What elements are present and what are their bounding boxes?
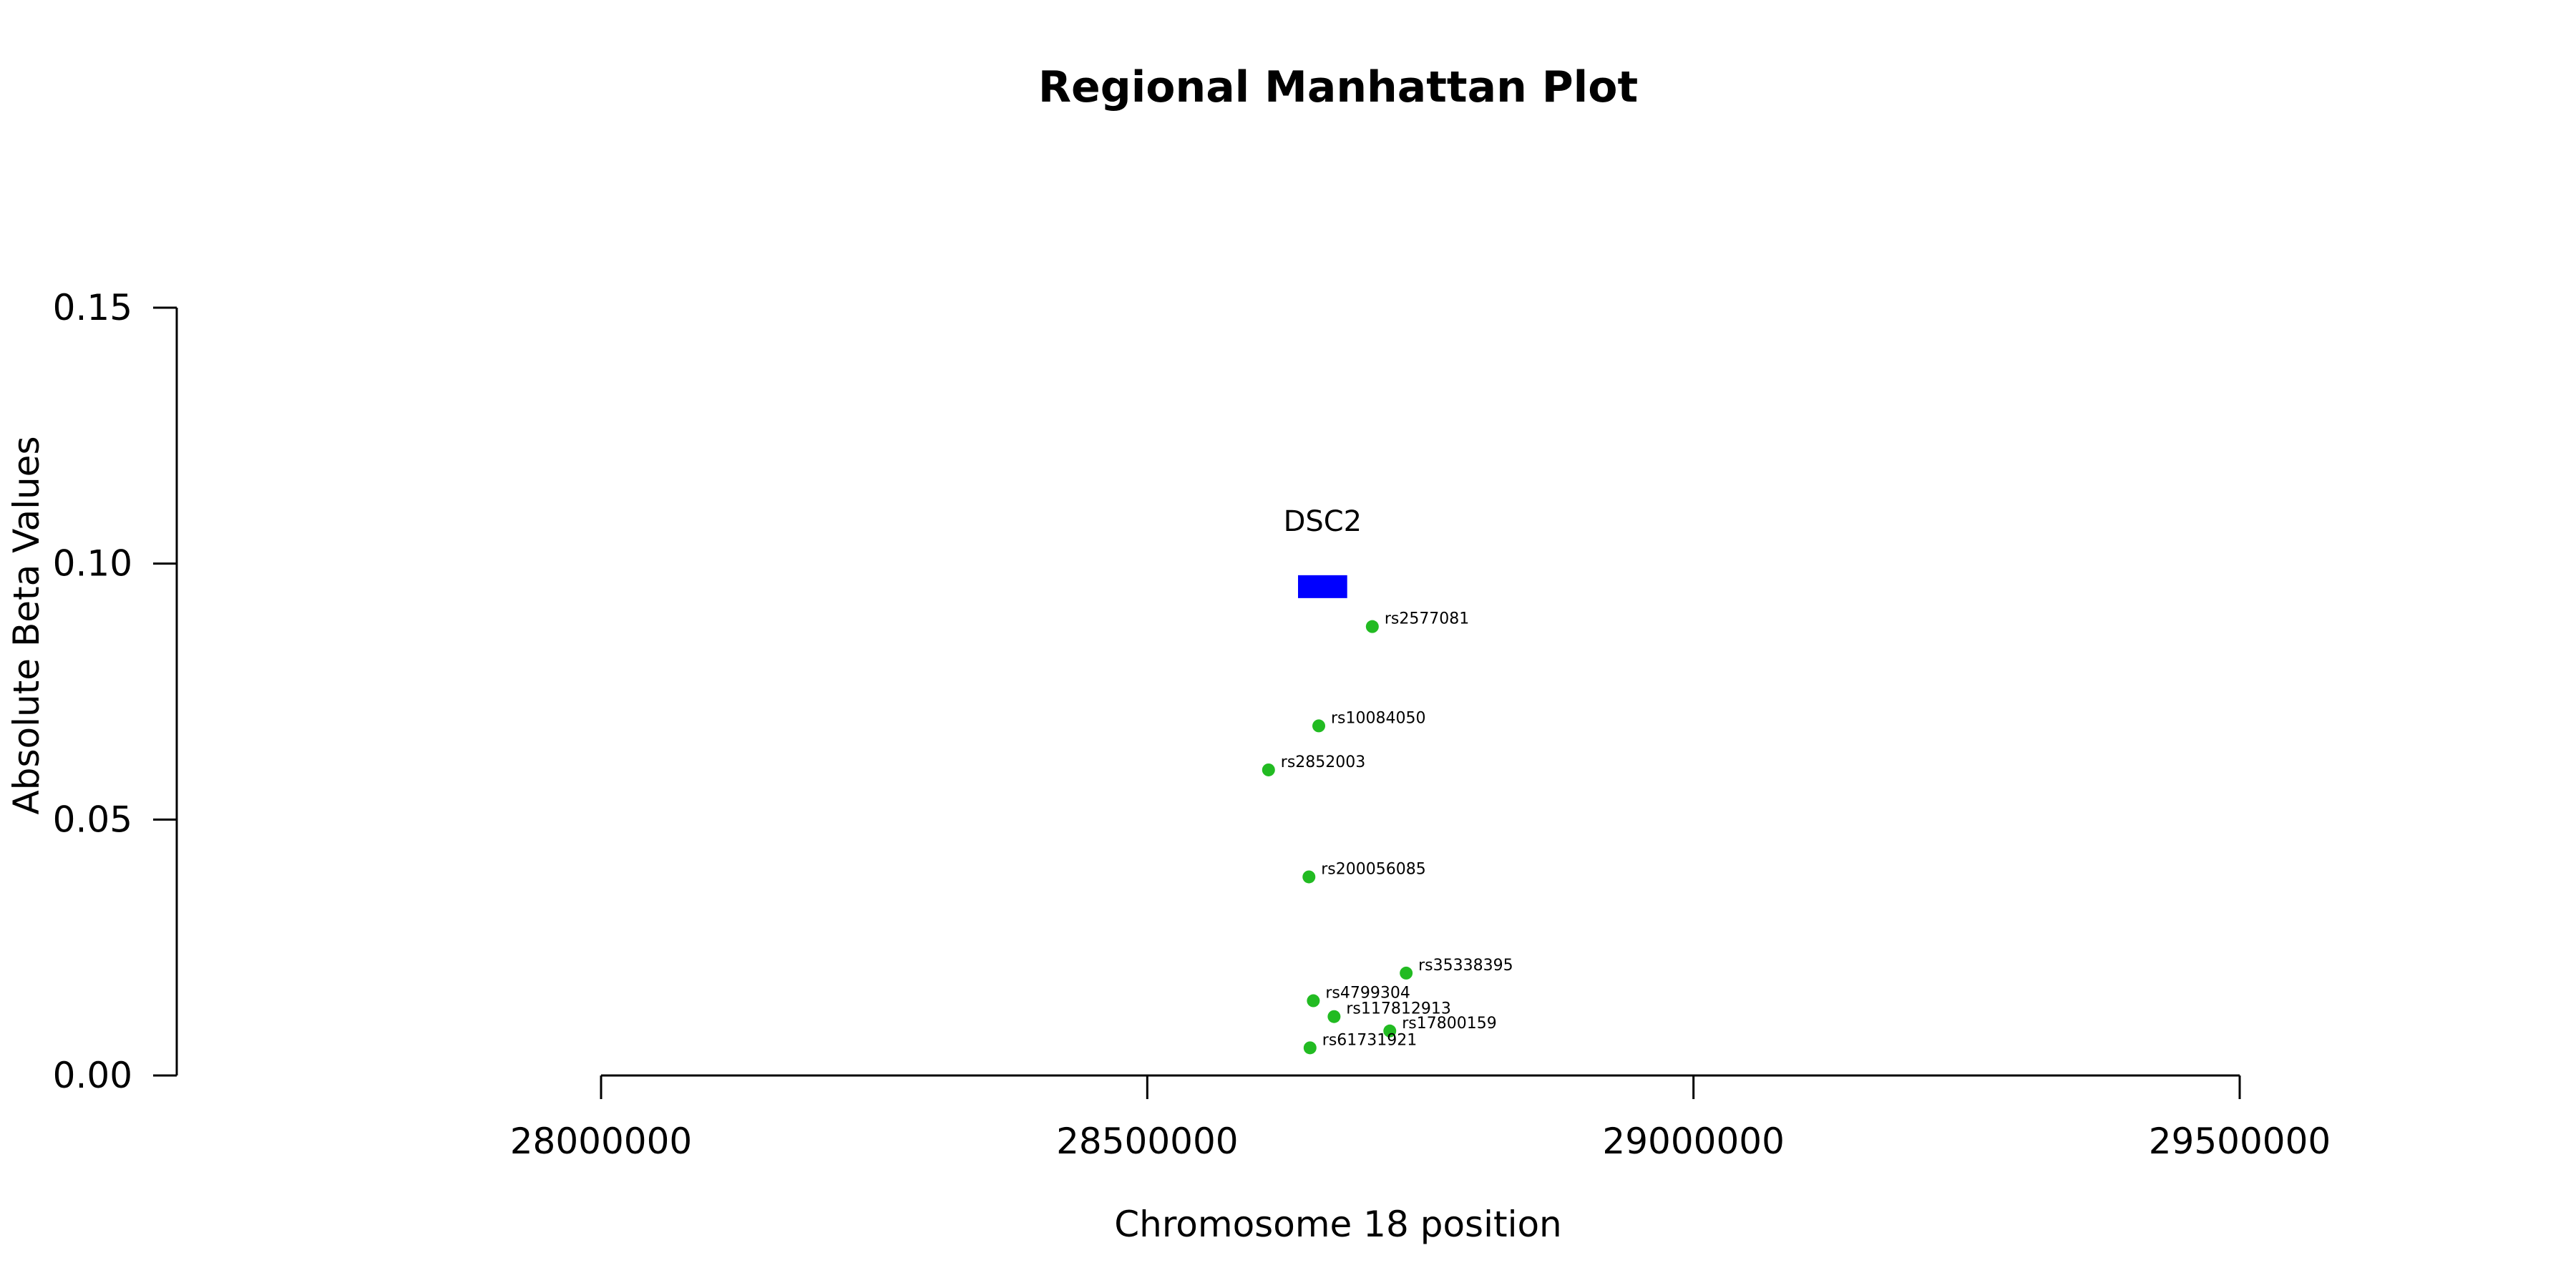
snp-point (1365, 620, 1379, 633)
snp-point (1327, 1010, 1341, 1023)
snp-label: rs61731921 (1322, 1031, 1417, 1049)
x-tick-label: 29500000 (2149, 1121, 2331, 1162)
y-axis: 0.00 0.05 0.10 0.15 (53, 287, 178, 1096)
snp-label: rs200056085 (1321, 860, 1425, 878)
snp-point (1383, 1024, 1397, 1038)
x-tick-label: 29000000 (1602, 1121, 1785, 1162)
snp-label: rs2852003 (1281, 753, 1366, 771)
snp-label: rs4799304 (1325, 985, 1410, 1002)
snp-point (1303, 1041, 1317, 1055)
x-axis: 28000000 28500000 29000000 29500000 (510, 1074, 2331, 1162)
snp-point (1302, 870, 1316, 884)
snp-label: rs10084050 (1331, 709, 1425, 727)
snp-label: rs17800159 (1402, 1015, 1496, 1033)
x-axis-label: Chromosome 18 position (1114, 1204, 1562, 1245)
snp-point (1400, 966, 1413, 980)
x-tick-label: 28500000 (1056, 1121, 1239, 1162)
x-tick-label: 28000000 (510, 1121, 693, 1162)
y-tick-label: 0.15 (53, 287, 132, 328)
y-tick-label: 0.10 (53, 543, 132, 585)
snp-points: rs2577081 rs10084050 rs2852003 rs200056085 r… (1262, 610, 1513, 1055)
snp-point (1262, 763, 1275, 776)
snp-point (1307, 994, 1320, 1008)
y-tick-label: 0.05 (53, 799, 132, 840)
chart-title: Regional Manhattan Plot (1038, 62, 1638, 112)
snp-label: rs2577081 (1385, 610, 1470, 628)
snp-label: rs117812913 (1346, 1000, 1450, 1018)
gene-track: DSC2 (1284, 505, 1362, 598)
snp-point (1312, 719, 1326, 733)
gene-box (1298, 575, 1347, 598)
y-tick-label: 0.00 (53, 1055, 132, 1096)
y-axis-label: Absolute Beta Values (6, 436, 47, 815)
snp-label: rs35338395 (1418, 957, 1513, 975)
gene-label: DSC2 (1284, 505, 1362, 538)
